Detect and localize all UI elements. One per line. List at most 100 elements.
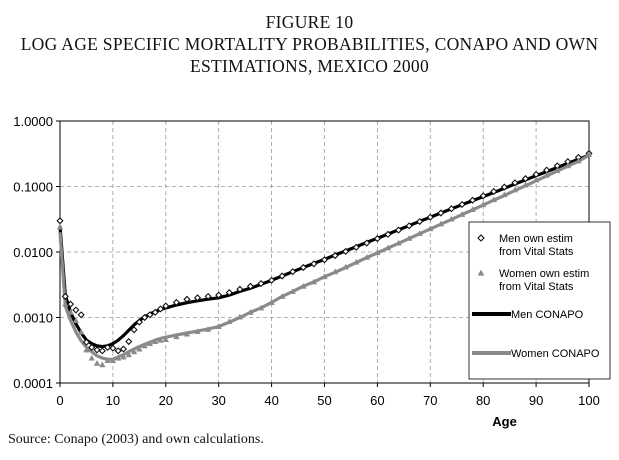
data-point (72, 317, 80, 323)
data-point (416, 217, 424, 226)
data-point (278, 293, 286, 299)
data-point (416, 230, 423, 236)
legend-label: from Vital Stats (499, 281, 574, 293)
data-point (437, 220, 445, 227)
data-point (257, 304, 265, 311)
data-point (135, 318, 143, 326)
data-point (447, 205, 456, 213)
data-point (151, 308, 159, 316)
data-point (130, 326, 138, 334)
data-point (394, 226, 403, 234)
data-point (141, 313, 149, 322)
data-point (194, 328, 201, 335)
data-point (151, 338, 159, 344)
data-point (146, 311, 154, 319)
data-point (56, 223, 64, 230)
data-point (469, 206, 476, 213)
data-point (384, 244, 392, 251)
data-point (67, 300, 75, 308)
x-axis-title: Age (492, 414, 517, 429)
data-point (61, 292, 69, 300)
x-tick-label: 90 (529, 393, 543, 408)
data-point (299, 263, 307, 272)
data-point (183, 330, 191, 337)
legend-marker-triangle (477, 269, 485, 276)
data-point (146, 340, 154, 347)
data-point (511, 186, 519, 193)
data-point (215, 323, 222, 329)
y-tick-label: 1.0000 (13, 114, 53, 129)
data-point (373, 235, 381, 243)
y-tick-label: 0.0010 (13, 311, 53, 326)
y-tick-label: 0.0001 (13, 376, 53, 391)
data-point (543, 171, 550, 178)
data-point (119, 345, 128, 353)
legend-label: Women CONAPO (511, 348, 600, 360)
data-point (479, 192, 487, 200)
data-point (193, 294, 202, 302)
data-point (500, 183, 508, 191)
data-point (289, 288, 296, 294)
data-point (331, 252, 339, 260)
data-point (405, 234, 413, 241)
data-point (82, 338, 91, 346)
data-point (125, 337, 133, 346)
data-point (136, 345, 143, 352)
data-point (162, 336, 170, 343)
data-point (156, 305, 165, 313)
legend-marker-diamond (477, 234, 485, 242)
data-point (395, 239, 402, 246)
data-point (585, 151, 593, 157)
figure-title-line-1: LOG AGE SPECIFIC MORTALITY PROBABILITIES… (20, 34, 599, 54)
data-point (130, 348, 138, 355)
x-tick-label: 70 (423, 393, 437, 408)
data-point (236, 313, 244, 320)
data-point (384, 230, 392, 238)
data-point (173, 333, 180, 340)
x-tick-label: 80 (476, 393, 490, 408)
data-point (363, 253, 371, 260)
mortality-chart: 0 10 20 30 40 50 60 70 80 90 100 0.0001 0.0010 0.0100… (13, 114, 611, 429)
data-point (98, 347, 106, 355)
data-point (521, 175, 530, 183)
data-point (501, 191, 508, 198)
data-point (88, 354, 95, 361)
data-point (257, 279, 265, 288)
data-point (157, 336, 164, 343)
x-tick-label: 30 (211, 393, 225, 408)
data-point (426, 213, 434, 221)
data-point (363, 239, 371, 247)
data-point (120, 353, 127, 360)
data-point (511, 179, 519, 187)
data-point (104, 357, 111, 364)
data-point (479, 201, 487, 208)
data-point (99, 361, 106, 368)
data-point (109, 344, 117, 352)
data-point (125, 351, 132, 358)
data-point (62, 300, 69, 307)
data-point (104, 343, 112, 351)
legend-label: from Vital Stats (499, 246, 574, 258)
data-point (162, 302, 170, 310)
data-point (575, 157, 582, 164)
legend-item: Men CONAPO (472, 309, 584, 321)
data-point (458, 211, 466, 217)
data-point (321, 273, 328, 280)
data-point (490, 187, 498, 196)
data-point (77, 328, 85, 335)
data-point (427, 225, 434, 232)
data-point (141, 342, 148, 349)
data-point (310, 260, 318, 268)
data-point (114, 347, 122, 355)
data-point (469, 196, 477, 204)
data-point (437, 209, 445, 217)
data-point (56, 217, 64, 225)
series-points-women-own-estim (56, 151, 593, 368)
data-point (289, 268, 297, 276)
x-tick-label: 50 (317, 393, 331, 408)
source-note: Source: Conapo (2003) and own calculatio… (8, 432, 264, 447)
x-tick-label: 20 (159, 393, 173, 408)
data-point (342, 263, 349, 270)
